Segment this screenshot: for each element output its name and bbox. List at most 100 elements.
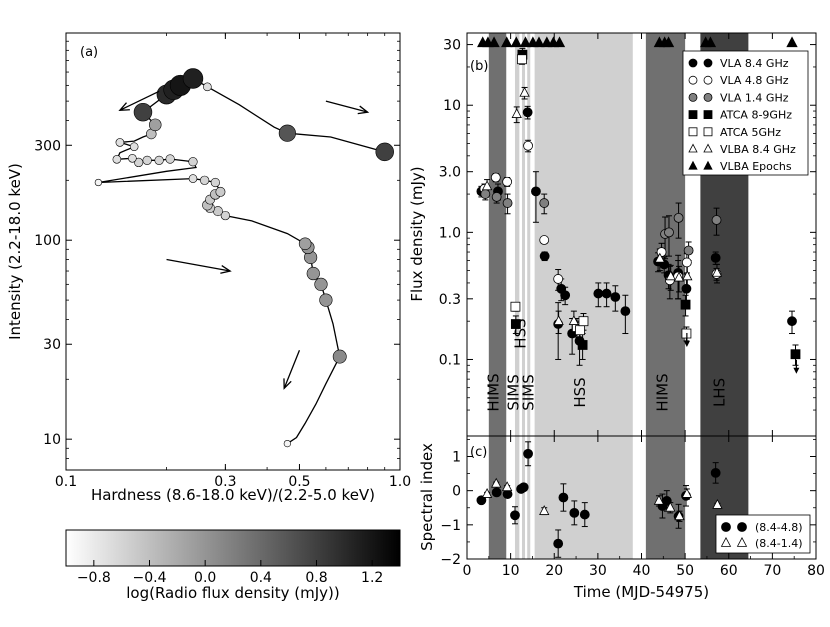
legend-label: VLBA Epochs [720, 160, 792, 173]
vlba-epoch-marker [501, 36, 513, 48]
data-point [712, 498, 723, 509]
data-point [539, 251, 550, 262]
legend-label: VLA 8.4 GHz [720, 57, 789, 70]
x-tick-label: 0.1 [55, 474, 77, 490]
legend-label: ATCA 8-9GHz [720, 109, 792, 122]
x-tick-label: 20 [545, 563, 563, 579]
direction-arrow [283, 349, 301, 389]
hid-point [188, 157, 198, 167]
data-point [502, 198, 513, 208]
state-band [521, 436, 526, 559]
direction-arrow [119, 90, 160, 111]
y-axis-label: Spectral index [418, 443, 436, 551]
hid-point [182, 68, 204, 89]
hid-point [314, 277, 328, 291]
data-point [601, 288, 612, 299]
hid-point [306, 266, 320, 281]
vlba-epoch-marker [488, 36, 500, 48]
legend-label: ATCA 5GHz [720, 126, 781, 139]
data-point [502, 176, 513, 187]
x-tick-label: 50 [676, 563, 694, 579]
x-tick-label: 0.3 [214, 474, 236, 490]
upper-limit-head [793, 367, 800, 374]
legend-label: VLBA 8.4 GHz [720, 143, 796, 156]
data-point [710, 252, 721, 263]
vlba-epoch-marker [510, 36, 522, 48]
state-band [488, 33, 507, 436]
legend-label: VLA 1.4 GHz [720, 91, 789, 104]
data-point [681, 283, 692, 294]
y-tick-label: 30 [43, 337, 61, 353]
y-tick-label: 300 [34, 138, 61, 154]
legend-box [715, 514, 811, 554]
data-point [673, 271, 685, 282]
colorbar-label: log(Radio flux density (mJy)) [126, 584, 339, 602]
arrow-head [283, 378, 292, 390]
y-axis-label: Flux density (mJy) [408, 166, 426, 301]
hid-point [278, 124, 296, 142]
legend-marker [688, 127, 698, 137]
data-point [665, 270, 676, 281]
y-tick-label: −2 [440, 552, 461, 568]
arrow-head [118, 102, 130, 111]
data-point [620, 306, 631, 317]
legend-label: (8.4-1.4) [755, 537, 803, 550]
hid-point [215, 186, 226, 197]
y-tick-label: 0.3 [439, 292, 461, 308]
state-label: HIMS [484, 373, 502, 411]
data-point [539, 505, 550, 515]
hid-point [115, 138, 125, 147]
arrow-head [220, 265, 232, 274]
data-point [674, 510, 685, 521]
legend-marker [703, 110, 713, 119]
data-point [511, 108, 522, 118]
y-tick-label: 10 [443, 98, 461, 114]
upper-limit-head [683, 340, 690, 347]
data-point [680, 299, 691, 310]
colorbar-tick-label: −0.4 [133, 570, 167, 586]
hid-point [298, 237, 312, 251]
legend-marker [703, 160, 713, 170]
legend-marker [736, 536, 748, 547]
data-point [490, 172, 501, 183]
colorbar-tick-label: 0.8 [305, 570, 327, 586]
data-point [523, 448, 533, 459]
hid-track [98, 77, 385, 445]
legend-marker [688, 93, 698, 102]
data-point [553, 315, 564, 325]
vlba-epoch-marker [519, 36, 532, 48]
data-point [481, 488, 493, 498]
y-tick-label: −1 [440, 518, 461, 534]
data-point [481, 180, 493, 191]
data-point [787, 316, 797, 327]
data-point [664, 227, 674, 238]
x-tick-label: 1.0 [389, 474, 411, 490]
data-point [569, 507, 580, 518]
vlba-epoch-marker [533, 36, 545, 48]
data-point [560, 290, 571, 301]
hid-point [142, 155, 152, 165]
colorbar-tick-label: −0.8 [77, 570, 111, 586]
data-point [510, 301, 521, 312]
state-band [521, 33, 526, 436]
legend-marker [703, 93, 713, 102]
legend-marker [688, 160, 698, 170]
hid-point [112, 155, 122, 164]
data-point [510, 510, 520, 521]
legend-marker [703, 143, 713, 153]
panel-a-hid: 0.1 0.3 0.5 1.0 10 30 100 300 Hardness (8.6-18.0… [6, 32, 411, 504]
legend-marker [703, 75, 713, 85]
legend-label: VLA 4.8 GHz [720, 74, 789, 87]
legend-label: (8.4-4.8) [755, 521, 803, 534]
data-point [593, 288, 604, 299]
data-point [558, 492, 569, 503]
data-point [501, 481, 513, 492]
hid-point [210, 177, 220, 188]
state-band [534, 33, 633, 436]
legend-marker [703, 58, 713, 68]
hid-point [165, 154, 175, 164]
panel-label: (b) [470, 59, 488, 74]
legend-marker [721, 522, 731, 532]
hid-point [199, 175, 210, 185]
